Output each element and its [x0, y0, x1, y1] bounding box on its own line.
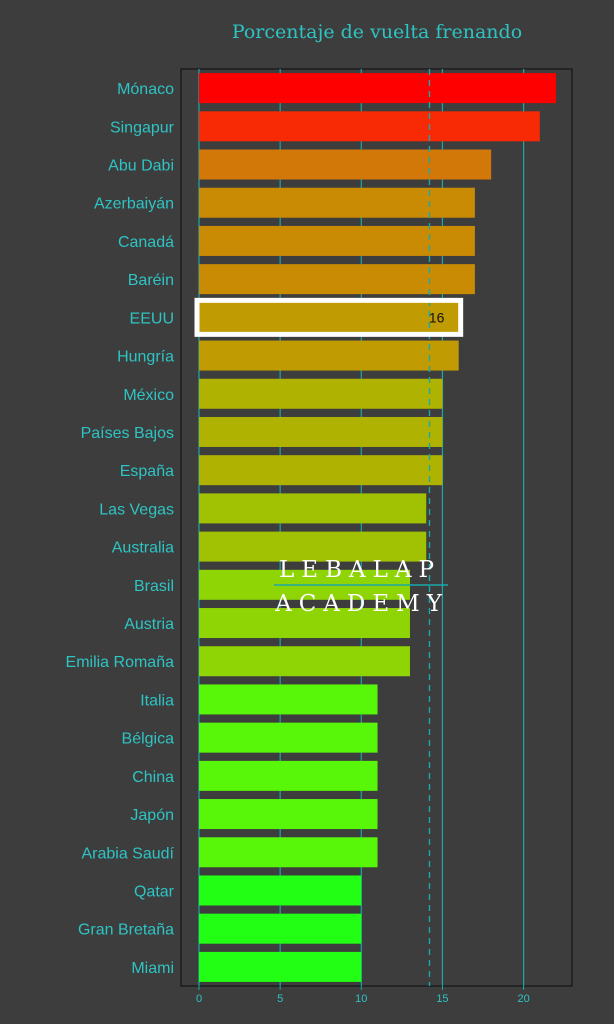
category-label: Qatar: [134, 883, 175, 900]
category-label: Emilia Romaña: [66, 654, 175, 671]
category-label: Baréin: [128, 272, 174, 289]
category-label: Arabia Saudí: [81, 845, 174, 862]
category-label: Italia: [140, 692, 174, 709]
category-label: Japón: [130, 807, 174, 824]
bar: [199, 378, 443, 409]
bar: [199, 493, 427, 524]
category-label: Bélgica: [122, 731, 175, 748]
category-label: Mónaco: [117, 81, 174, 98]
bar: [199, 187, 475, 218]
category-label: Abu Dabi: [108, 158, 174, 175]
bar: [199, 684, 378, 715]
x-tick-label: 15: [436, 993, 448, 1005]
bar: [199, 340, 459, 371]
highlight-value-label: 16: [429, 309, 445, 325]
category-label: España: [120, 463, 174, 480]
category-label: Brasil: [134, 578, 174, 595]
bar: [199, 225, 475, 256]
bar: [199, 608, 410, 639]
x-tick-label: 20: [517, 993, 529, 1005]
bar: [199, 531, 427, 562]
bar: [199, 799, 378, 830]
watermark-line1: LEBALAP: [279, 557, 441, 583]
bar: [199, 111, 540, 142]
bar: [199, 302, 459, 333]
category-label: Australia: [112, 540, 174, 557]
category-label: Austria: [124, 616, 174, 633]
bar: [199, 722, 378, 753]
x-tick-label: 10: [355, 993, 367, 1005]
x-tick-label: 0: [196, 993, 202, 1005]
bar: [199, 73, 557, 104]
category-label: Gran Bretaña: [78, 922, 174, 939]
category-label: Miami: [131, 960, 174, 977]
bar: [199, 416, 443, 447]
bar: [199, 646, 410, 677]
category-label: México: [123, 387, 174, 404]
bar: [199, 264, 475, 295]
bar: [199, 875, 362, 906]
chart-title: Porcentaje de vuelta frenando: [232, 21, 522, 43]
highlight-box: [194, 297, 464, 337]
bar: [199, 837, 378, 868]
category-label: Las Vegas: [99, 501, 174, 518]
category-label: Canadá: [118, 234, 174, 251]
bar: [199, 149, 492, 180]
category-label: Hungría: [117, 349, 174, 366]
category-label: EEUU: [130, 310, 174, 327]
plot-area: [180, 68, 573, 987]
category-label: Singapur: [110, 119, 175, 136]
x-tick-label: 5: [277, 993, 283, 1005]
category-label: China: [132, 769, 174, 786]
bar: [199, 951, 362, 982]
bar: [199, 455, 443, 486]
bar: [199, 913, 362, 944]
category-label: Azerbaiyán: [94, 196, 174, 213]
bar: [199, 760, 378, 791]
watermark-line2: ACADEMY: [274, 591, 449, 617]
category-label: Países Bajos: [81, 425, 174, 442]
